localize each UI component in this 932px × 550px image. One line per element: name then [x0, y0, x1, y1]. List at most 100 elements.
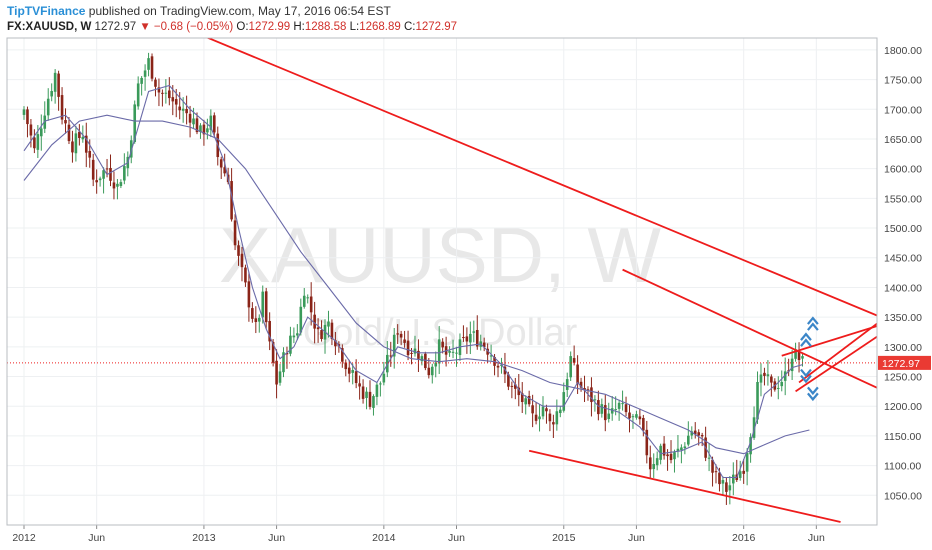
candle-body	[614, 409, 617, 411]
candle-body	[659, 445, 662, 460]
candle-body	[465, 336, 469, 342]
candle-body	[756, 381, 759, 420]
candle-body	[732, 474, 735, 484]
candle-body	[188, 113, 192, 123]
candle-body	[652, 463, 656, 470]
axes: 1050.00 1100.00 1150.00 1200.00 1250.00 1300.…	[6, 37, 931, 544]
ohlc-line: FX:XAUUSD, W 1272.97 ▼ −0.68 (−0.05%) O:…	[7, 21, 457, 33]
published-text: published on TradingView.com, May 17, 20…	[85, 4, 391, 18]
candle-body	[569, 356, 572, 378]
candle-body	[330, 322, 334, 340]
candle-body	[382, 373, 386, 383]
candle-body	[365, 391, 368, 398]
x-tick-label: Jun	[448, 532, 465, 544]
candle-body	[624, 404, 628, 413]
y-tick-label: 1300.00	[884, 342, 922, 354]
candle-body	[590, 387, 593, 403]
candle-body	[794, 349, 797, 359]
candle-body	[752, 417, 756, 438]
brand-link[interactable]: TipTVFinance	[7, 4, 86, 18]
candle-body	[552, 422, 555, 425]
candle-body	[514, 384, 517, 389]
candle-body	[36, 134, 40, 150]
x-tick-label: Jun	[268, 532, 285, 544]
candle-body	[399, 333, 403, 338]
candle-body	[361, 386, 365, 399]
watermark-symbol: XAUUSD, W	[219, 211, 661, 299]
candle-body	[199, 125, 202, 133]
arrow-down-icon	[800, 368, 812, 384]
candle-body	[64, 120, 67, 124]
trendline	[622, 268, 877, 389]
candle-body	[714, 471, 718, 473]
candle-body	[334, 340, 337, 347]
candle-body	[244, 267, 247, 283]
y-tick-label: 1400.00	[884, 282, 922, 294]
candle-body	[607, 413, 611, 419]
candle-body	[648, 457, 652, 470]
x-tick-label: 2013	[192, 532, 216, 544]
y-tick-label: 1550.00	[884, 193, 922, 205]
candle-body	[420, 356, 424, 362]
candle-body	[296, 333, 299, 336]
candle-body	[534, 414, 538, 421]
close-label: C:	[403, 21, 416, 33]
candle-body	[600, 404, 604, 414]
y-tick-label: 1750.00	[884, 75, 922, 87]
candle-body	[292, 335, 296, 338]
arrow-up-icon	[800, 332, 812, 347]
trendline	[205, 38, 877, 317]
candle-body	[666, 454, 669, 457]
candle-body	[112, 182, 116, 189]
candle-body	[195, 118, 199, 133]
candle-body	[285, 352, 289, 355]
candle-body	[424, 353, 427, 369]
candle-body	[168, 90, 171, 99]
x-tick-label: Jun	[88, 532, 105, 544]
candle-body	[586, 389, 590, 391]
candle-body	[347, 367, 351, 374]
current-price-badge	[878, 355, 931, 370]
candle-body	[635, 414, 638, 418]
candle-body	[174, 99, 178, 105]
down-arrow-icon: ▼	[139, 21, 151, 33]
candle-body	[116, 183, 119, 187]
candle-body	[562, 392, 566, 411]
candle-body	[725, 482, 728, 492]
y-tick-label: 1200.00	[884, 401, 922, 413]
symbol-label[interactable]: FX:XAUUSD, W	[7, 21, 92, 33]
candle-body	[489, 355, 493, 357]
candle-body	[541, 406, 545, 417]
candle-body	[673, 452, 676, 460]
candle-body	[687, 435, 690, 445]
candle-body	[455, 352, 458, 354]
candle-body	[697, 432, 700, 436]
candle-body	[645, 429, 649, 456]
candle-body	[354, 371, 358, 384]
candle-body	[358, 383, 361, 387]
candle-body	[206, 128, 209, 133]
candle-body	[683, 446, 687, 449]
x-tick-label: 2012	[12, 532, 36, 544]
open-value: 1272.99	[248, 21, 291, 33]
candle-body	[67, 124, 71, 142]
y-tick-label: 1100.00	[884, 461, 921, 473]
candle-body	[341, 348, 344, 362]
candle-body	[707, 457, 711, 459]
candle-body	[91, 159, 95, 180]
candle-body	[437, 339, 441, 364]
candle-body	[213, 115, 216, 133]
arrow-up-icon	[807, 316, 819, 331]
high-label: H:	[293, 21, 305, 33]
candle-body	[548, 413, 552, 422]
candle-body	[375, 384, 379, 397]
candle-body	[230, 181, 233, 220]
candle-body	[565, 379, 569, 390]
candle-body	[403, 339, 406, 343]
trendline	[795, 335, 877, 393]
candle-body	[368, 391, 372, 407]
candle-body	[223, 167, 226, 174]
candle-body	[392, 334, 396, 357]
candle-body	[185, 108, 188, 114]
